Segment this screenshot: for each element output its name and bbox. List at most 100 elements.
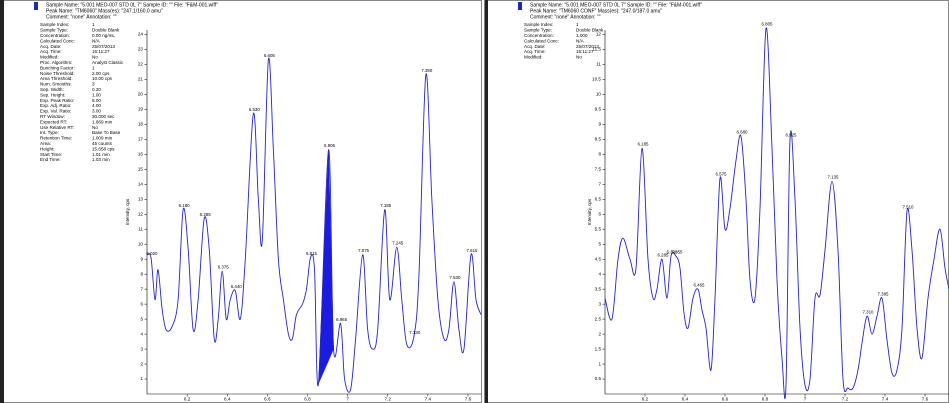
peak-label: 7.135 bbox=[828, 174, 840, 179]
peak-label: 6.925 bbox=[786, 133, 798, 138]
info-value: No bbox=[576, 55, 582, 60]
x-tick-label: 6.8 bbox=[304, 397, 311, 402]
info-value: Analyst Classic bbox=[92, 60, 124, 65]
header-line: Peak Name: "TM6060 CONF" Mass(es): "247.… bbox=[530, 8, 662, 14]
info-value: 1.009 min bbox=[92, 136, 113, 141]
info-label: Modified: bbox=[524, 55, 543, 60]
info-value: 30.000 sec bbox=[92, 114, 115, 119]
x-tick-label: 6.6 bbox=[722, 397, 729, 402]
info-label: Acq. Date: bbox=[40, 44, 61, 49]
info-value: 3 bbox=[92, 82, 95, 87]
y-tick-label: 1.5 bbox=[595, 346, 602, 351]
y-tick-label: 4.5 bbox=[595, 256, 602, 261]
info-label: Expected RT: bbox=[40, 119, 67, 124]
y-tick-label: 7.5 bbox=[595, 167, 602, 172]
info-label: Exp. Val. Ratio: bbox=[40, 109, 71, 114]
info-label: Acq. Time: bbox=[524, 49, 546, 54]
peak-label: 6.805 bbox=[762, 22, 774, 27]
info-label: Calculated Conc: bbox=[40, 38, 75, 43]
panel-icon bbox=[518, 2, 522, 10]
y-tick-label: 11.5 bbox=[592, 47, 601, 52]
info-label: Proc. Algorithm: bbox=[40, 60, 72, 65]
x-tick-label: 6.4 bbox=[682, 397, 689, 402]
info-label: Exp. Adj. Ratio: bbox=[40, 103, 71, 108]
info-value: 1.01 min bbox=[92, 152, 110, 157]
y-axis-label: Intensity, cps bbox=[125, 198, 130, 225]
y-tick-label: 9.5 bbox=[595, 107, 602, 112]
header-line: Sample Name: "5.001 MEO-007 STD 0L 7" Sa… bbox=[46, 2, 218, 8]
info-label: Bunching Factor: bbox=[40, 65, 75, 70]
y-tick-label: 5 bbox=[140, 316, 143, 321]
peak-label: 7.245 bbox=[392, 240, 404, 245]
panel-icon bbox=[34, 2, 38, 10]
y-tick-label: 10 bbox=[138, 241, 144, 246]
chart: 0.511.522.533.544.555.566.577.588.599.51… bbox=[587, 22, 949, 402]
info-label: Int. Type: bbox=[40, 130, 59, 135]
info-value: 10.00 cps bbox=[92, 76, 113, 81]
info-label: End Time: bbox=[40, 157, 61, 162]
info-label: Sample Index: bbox=[524, 22, 553, 27]
info-label: Calculated Conc: bbox=[524, 38, 559, 43]
x-tick-label: 6.8 bbox=[762, 397, 769, 402]
info-value: 15:11:27 bbox=[576, 49, 594, 54]
info-value: 15.658 cps bbox=[92, 146, 115, 151]
info-label: Sep. Width: bbox=[40, 87, 64, 92]
info-value: 0.00 ng/mL bbox=[92, 33, 115, 38]
peak-label: 6.815 bbox=[306, 251, 318, 256]
info-label: Exp. Peak Ratio: bbox=[40, 98, 74, 103]
peak-label: 6.020 bbox=[147, 251, 159, 256]
peak-label: 7.510 bbox=[903, 204, 915, 209]
peak-label: 6.680 bbox=[737, 130, 749, 135]
y-tick-label: 6 bbox=[598, 211, 601, 216]
info-value: 1.00 bbox=[92, 92, 101, 97]
x-tick-label: 7.2 bbox=[842, 397, 849, 402]
peak-label: 6.375 bbox=[218, 264, 230, 269]
info-value: 25/07/2013 bbox=[576, 44, 599, 49]
info-label: Sample Type: bbox=[40, 28, 68, 33]
signal-trace bbox=[604, 27, 949, 400]
info-value: 45 counts bbox=[92, 141, 113, 146]
y-tick-label: 0.5 bbox=[595, 376, 602, 381]
info-label: Acq. Date: bbox=[524, 44, 545, 49]
info-value: 4.00 bbox=[92, 103, 101, 108]
y-tick-label: 1 bbox=[140, 376, 143, 381]
y-tick-label: 15 bbox=[138, 167, 144, 172]
info-label: Sample Index: bbox=[40, 22, 69, 27]
info-value: 25/07/2013 bbox=[92, 44, 115, 49]
info-label: Concentration: bbox=[524, 33, 554, 38]
peak-label: 7.615 bbox=[466, 248, 478, 253]
y-tick-label: 10.5 bbox=[592, 77, 601, 82]
info-label: Area Threshold: bbox=[40, 76, 73, 81]
peak-label: 6.180 bbox=[179, 203, 191, 208]
y-tick-label: 14 bbox=[138, 182, 144, 187]
left-edge bbox=[0, 0, 4, 403]
y-tick-label: 7 bbox=[140, 286, 143, 291]
y-tick-label: 3 bbox=[140, 346, 143, 351]
info-value: 0.20 bbox=[92, 87, 101, 92]
info-value: 1.03 min bbox=[92, 157, 110, 162]
peak-label: 7.530 bbox=[449, 275, 461, 280]
peak-label: 6.465 bbox=[694, 282, 706, 287]
header-line: Comment: "none" Annotation: "" bbox=[530, 14, 601, 20]
info-label: Height: bbox=[40, 146, 55, 151]
info-value: 1 bbox=[92, 65, 95, 70]
y-tick-label: 2 bbox=[140, 361, 143, 366]
x-tick-label: 7.6 bbox=[922, 397, 929, 402]
x-tick-label: 7.4 bbox=[882, 397, 889, 402]
y-tick-label: 2 bbox=[598, 331, 601, 336]
y-tick-label: 13 bbox=[138, 196, 144, 201]
peak-label: 6.285 bbox=[658, 252, 670, 257]
info-label: Area: bbox=[40, 141, 51, 146]
info-value: Base To Base bbox=[92, 130, 121, 135]
peak-label: 6.575 bbox=[716, 171, 728, 176]
peak-label: 6.285 bbox=[200, 212, 212, 217]
y-tick-label: 5.5 bbox=[595, 226, 602, 231]
y-tick-label: 9 bbox=[598, 122, 601, 127]
info-label: Retention Time: bbox=[40, 136, 72, 141]
peak-label: 6.355 bbox=[672, 249, 684, 254]
info-value: 3.00 bbox=[92, 109, 101, 114]
panel-edge bbox=[485, 0, 488, 403]
info-label: Use Relative RT: bbox=[40, 125, 74, 130]
y-tick-label: 7 bbox=[598, 182, 601, 187]
